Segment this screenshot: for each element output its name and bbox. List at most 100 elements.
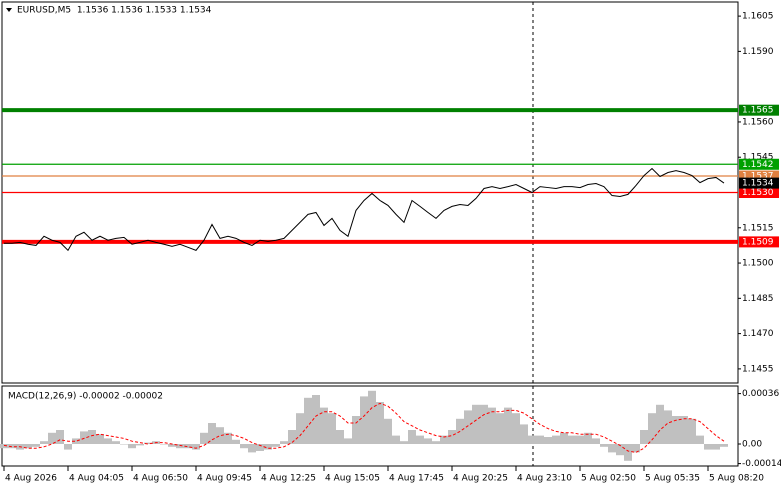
histogram-bar: [384, 418, 392, 444]
level-box: [739, 170, 779, 182]
histogram-bar: [520, 424, 528, 444]
level-label: 1.1530: [742, 188, 774, 198]
level-label: 1.1537: [742, 172, 774, 182]
histogram-bar: [248, 444, 256, 453]
y-tick-label: 1.1485: [742, 294, 774, 304]
histogram-bar: [632, 444, 640, 453]
histogram-bar: [624, 444, 632, 461]
histogram-bar: [504, 407, 512, 444]
x-tick-label: 4 Aug 06:50: [133, 474, 188, 484]
histogram-bar: [344, 438, 352, 444]
histogram-bar: [288, 430, 296, 444]
histogram-bar: [696, 435, 704, 444]
histogram-bar: [312, 395, 320, 444]
indicator-title: MACD(12,26,9) -0.00002 -0.00002: [8, 392, 163, 402]
histogram-bar: [208, 423, 216, 444]
histogram-bar: [120, 444, 128, 445]
histogram-bar: [280, 441, 288, 444]
histogram-bar: [648, 413, 656, 444]
histogram-bar: [328, 413, 336, 444]
histogram-bar: [168, 444, 176, 447]
histogram-bar: [104, 438, 112, 444]
histogram-bar: [296, 413, 304, 444]
histogram-bar: [672, 416, 680, 444]
x-tick-label: 5 Aug 02:50: [581, 474, 636, 484]
x-tick-label: 4 Aug 20:25: [453, 474, 508, 484]
histogram-bar: [576, 435, 584, 444]
histogram-bar: [304, 397, 312, 444]
histogram-bar: [424, 438, 432, 444]
level-label: 1.1509: [742, 237, 774, 247]
y-tick-label: 1.1605: [742, 12, 774, 22]
menu-arrow: [6, 8, 12, 12]
histogram-bar: [512, 413, 520, 444]
histogram-bar: [392, 435, 400, 444]
histogram-bar: [688, 418, 696, 444]
y-tick-label: 1.1590: [742, 47, 774, 57]
histogram-bar: [568, 435, 576, 444]
y-tick-label: 1.1545: [742, 153, 774, 163]
histogram-bar: [272, 444, 280, 447]
level-box: [739, 104, 779, 116]
histogram-bar: [616, 444, 624, 456]
histogram-bar: [192, 444, 200, 450]
y-tick-label: -0.00014: [742, 459, 781, 469]
histogram-bar: [64, 444, 72, 450]
histogram-bar: [608, 444, 616, 453]
histogram-bar: [592, 438, 600, 444]
histogram-bar: [680, 416, 688, 444]
level-box: [739, 187, 779, 198]
histogram-bar: [144, 442, 152, 444]
histogram-bar: [352, 416, 360, 444]
histogram-bar: [376, 402, 384, 444]
x-tick-label: 4 Aug 15:05: [325, 474, 380, 484]
histogram-bar: [464, 410, 472, 444]
histogram-bar: [664, 410, 672, 444]
histogram-bar: [720, 444, 728, 447]
y-tick-label: 0.00036: [742, 389, 779, 399]
histogram-bar: [32, 444, 40, 447]
histogram-bar: [264, 444, 272, 450]
x-tick-label: 4 Aug 09:45: [197, 474, 252, 484]
last-price-box: [739, 177, 779, 189]
x-tick-label: 4 Aug 2026: [5, 474, 57, 484]
histogram-bar: [80, 431, 88, 444]
macd-panel: [1, 385, 739, 467]
histogram-bar: [560, 432, 568, 444]
histogram-bar: [0, 444, 8, 449]
histogram-bar: [360, 396, 368, 444]
histogram-bar: [400, 441, 408, 444]
histogram-bar: [88, 430, 96, 444]
signal-line: [3, 402, 725, 453]
histogram-bar: [544, 437, 552, 444]
price-line: [4, 167, 725, 252]
histogram-bar: [448, 430, 456, 444]
histogram-bar: [440, 435, 448, 444]
histogram-bar: [184, 444, 192, 449]
histogram-bar: [24, 444, 32, 449]
histogram-bar: [656, 404, 664, 444]
histogram-bar: [56, 430, 64, 444]
histogram-bar: [528, 435, 536, 444]
histogram-bar: [48, 432, 56, 444]
histogram-bar: [416, 435, 424, 444]
histogram-bar: [480, 404, 488, 444]
y-tick-label: 1.1500: [742, 259, 774, 269]
histogram-bar: [368, 390, 376, 444]
histogram-bar: [536, 435, 544, 444]
histogram-bar: [224, 432, 232, 444]
x-tick-label: 4 Aug 23:10: [517, 474, 572, 484]
histogram-bar: [472, 404, 480, 444]
y-tick-label: 1.1560: [742, 117, 774, 127]
histogram-bar: [584, 432, 592, 444]
histogram-bar: [432, 441, 440, 444]
histogram-bar: [112, 441, 120, 444]
x-tick-label: 5 Aug 08:20: [709, 474, 764, 484]
y-tick-label: 1.1515: [742, 223, 774, 233]
histogram-bar: [704, 444, 712, 450]
histogram-bar: [712, 444, 720, 450]
x-tick-label: 5 Aug 05:35: [645, 474, 700, 484]
histogram-bar: [488, 407, 496, 444]
histogram-bar: [8, 444, 16, 449]
histogram-bar: [160, 444, 168, 445]
